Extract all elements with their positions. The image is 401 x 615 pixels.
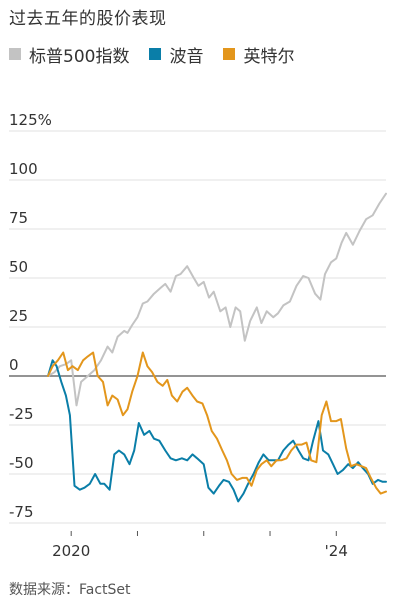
chart-title: 过去五年的股价表现 (9, 9, 167, 29)
legend-label-sp500: 标普500指数 (29, 46, 130, 67)
y-tick-label: 50 (9, 258, 28, 276)
legend-label-boeing: 波音 (169, 46, 204, 67)
y-tick-label: -50 (9, 454, 34, 472)
y-tick-label: -25 (9, 405, 34, 423)
y-tick-label: 0 (9, 356, 19, 374)
legend-item-sp500: 标普500指数 (9, 42, 129, 67)
x-tick-label: 2020 (52, 542, 90, 560)
legend-item-intel: 英特尔 (223, 42, 294, 67)
legend: 标普500指数 波音 英特尔 (9, 42, 294, 67)
source-note: 数据来源：FactSet (9, 582, 131, 598)
legend-label-intel: 英特尔 (243, 46, 295, 67)
y-tick-label: 100 (9, 160, 38, 178)
series-line-boeing (47, 359, 387, 503)
y-tick-label: -75 (9, 503, 34, 521)
series-line-intel (47, 351, 387, 495)
y-tick-label: 125% (9, 111, 52, 129)
legend-swatch-intel (223, 48, 236, 60)
grid-layer (9, 130, 386, 524)
x-tick-label: '24 (325, 542, 348, 560)
series-layer (47, 192, 387, 503)
legend-swatch-sp500 (9, 48, 21, 60)
legend-swatch-boeing (149, 48, 162, 60)
axis-layer: 125% 100 75 50 25 0 -25 -50 -75 2020 '24 (9, 111, 348, 560)
y-tick-label: 25 (9, 307, 28, 325)
y-tick-label: 75 (9, 209, 28, 227)
series-line-sp500 (47, 192, 387, 407)
legend-item-boeing: 波音 (149, 42, 203, 67)
